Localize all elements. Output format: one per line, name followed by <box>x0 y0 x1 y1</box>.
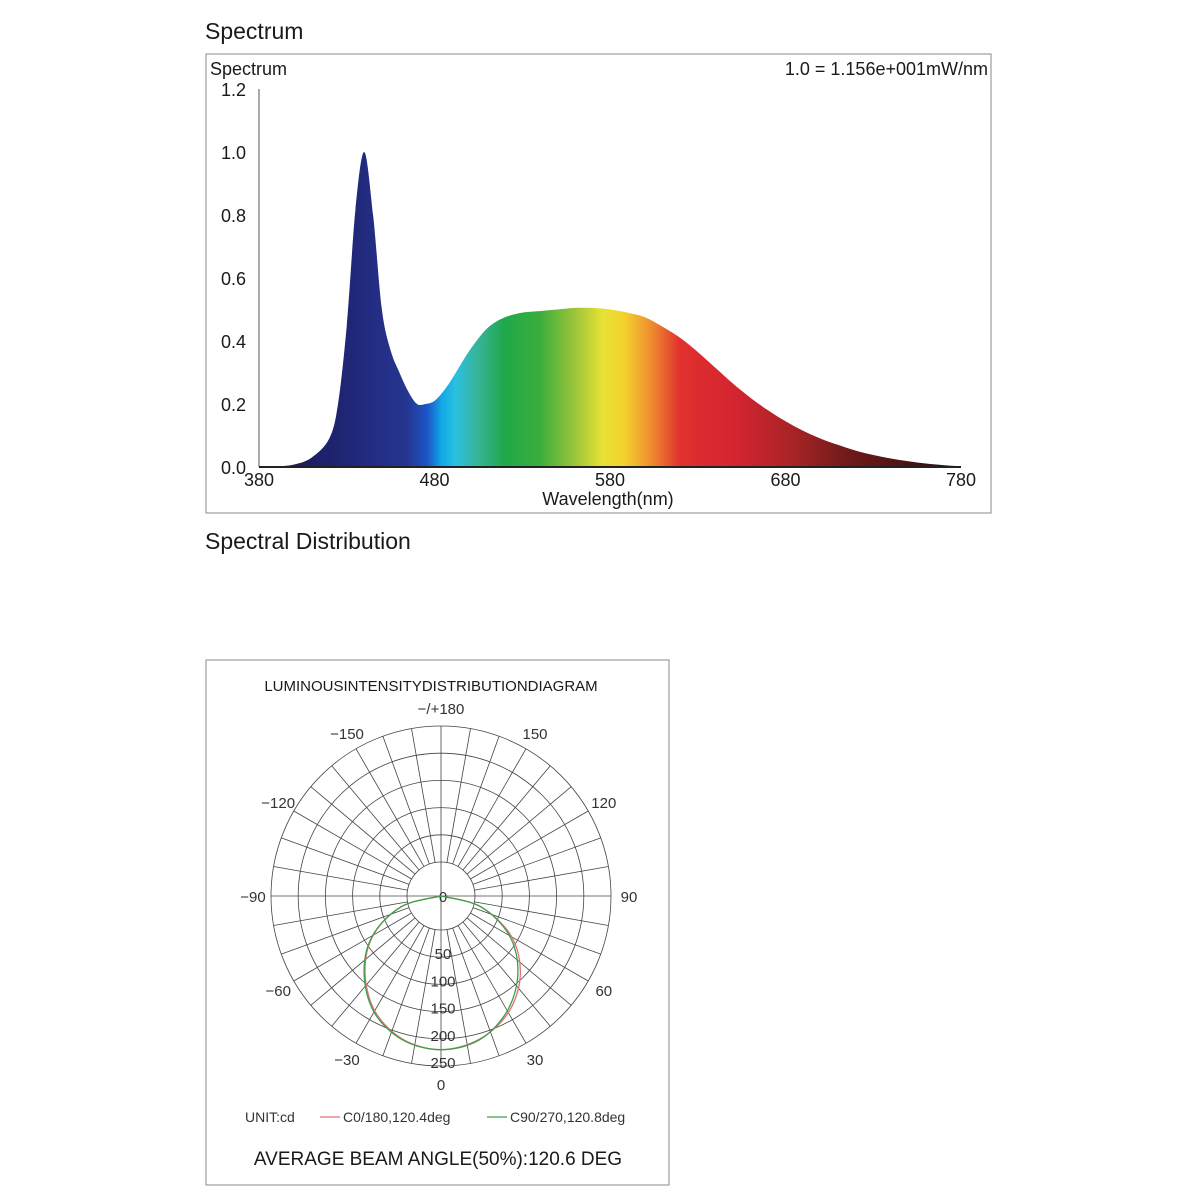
y-tick-label: 0.4 <box>221 332 246 352</box>
polar-grid-spoke <box>411 929 436 1064</box>
polar-grid-spoke <box>382 927 430 1056</box>
polar-grid-spoke <box>310 786 416 875</box>
spectrum-area <box>259 151 961 468</box>
average-beam-angle: AVERAGE BEAM ANGLE(50%):120.6 DEG <box>254 1149 622 1170</box>
polar-grid-spoke <box>474 866 609 891</box>
y-tick-label: 1.2 <box>221 80 246 100</box>
polar-angle-label: 90 <box>621 889 638 906</box>
polar-grid-spoke <box>474 901 609 926</box>
polar-angle-label: 30 <box>527 1052 544 1069</box>
x-tick-label: 380 <box>244 470 274 490</box>
polar-grid-spoke <box>472 907 601 955</box>
polar-frame <box>205 659 670 1186</box>
polar-grid-spoke <box>355 748 425 867</box>
polar-grid-spoke <box>457 748 527 867</box>
polar-grid-spoke <box>281 837 410 885</box>
polar-grid-spoke <box>411 728 436 863</box>
polar-grid-spoke <box>446 728 471 863</box>
x-tick-label: 680 <box>770 470 800 490</box>
spectrum-heading: Spectrum <box>205 18 304 44</box>
polar-grid-spoke <box>355 925 425 1044</box>
spectrum-chart: Spectrum 1.0 = 1.156e+001mW/nm 0.0 0.2 0.4… <box>205 53 992 514</box>
polar-grid-spoke <box>331 921 420 1027</box>
polar-angle-label: 150 <box>522 726 547 743</box>
unit-label: UNIT:cd <box>245 1109 295 1125</box>
polar-radial-label: 50 <box>435 946 452 963</box>
polar-angle-label: 120 <box>591 795 616 812</box>
polar-grid-spoke <box>452 736 500 865</box>
spectral-distribution-heading: Spectral Distribution <box>205 528 411 554</box>
polar-angle-label: −90 <box>240 889 265 906</box>
y-tick-label: 0.2 <box>221 395 246 415</box>
polar-angle-label: −150 <box>330 726 364 743</box>
polar-grid-spoke <box>457 925 527 1044</box>
polar-grid-spoke <box>466 917 572 1006</box>
polar-radial-label: 250 <box>430 1055 455 1072</box>
polar-grid-spoke <box>462 921 551 1027</box>
polar-angle-label: −60 <box>265 983 290 1000</box>
polar-grid-spoke <box>331 765 420 871</box>
polar-angle-label: 0 <box>437 1077 445 1094</box>
polar-series-c90-270 <box>363 895 519 1051</box>
polar-grid-spoke <box>293 810 412 880</box>
y-tick-label: 0.0 <box>221 458 246 478</box>
polar-angle-label: −/+180 <box>418 701 465 718</box>
polar-angle-label: 60 <box>595 983 612 1000</box>
polar-radial-label: 150 <box>430 1001 455 1018</box>
y-tick-label: 0.8 <box>221 206 246 226</box>
legend-label-c0: C0/180,120.4deg <box>343 1109 450 1125</box>
polar-radial-label: 200 <box>430 1028 455 1045</box>
polar-grid-spoke <box>281 907 410 955</box>
polar-grid-spoke <box>466 786 572 875</box>
polar-grid-spoke <box>310 917 416 1006</box>
polar-grid-spoke <box>293 912 412 982</box>
x-tick-label: 480 <box>419 470 449 490</box>
x-axis-label: Wavelength(nm) <box>542 489 673 509</box>
polar-grid-spoke <box>470 912 589 982</box>
polar-angle-label: −30 <box>334 1052 359 1069</box>
x-tick-label: 780 <box>946 470 976 490</box>
polar-grid-spoke <box>462 765 551 871</box>
polar-grid-spoke <box>452 927 500 1056</box>
y-tick-label: 1.0 <box>221 143 246 163</box>
polar-grid-spoke <box>446 929 471 1064</box>
spectrum-inner-title: Spectrum <box>210 59 287 79</box>
spectrum-frame <box>205 53 992 514</box>
x-tick-label: 580 <box>595 470 625 490</box>
polar-grid-spoke <box>472 837 601 885</box>
legend-label-c90: C90/270,120.8deg <box>510 1109 625 1125</box>
polar-title: LUMINOUSINTENSITYDISTRIBUTIONDIAGRAM <box>264 678 597 695</box>
polar-radial-label: 100 <box>430 973 455 990</box>
y-tick-label: 0.6 <box>221 269 246 289</box>
polar-radial-label: 0 <box>439 889 447 906</box>
polar-grid-spoke <box>470 810 589 880</box>
polar-angle-label: −120 <box>261 795 295 812</box>
spectrum-scale-note: 1.0 = 1.156e+001mW/nm <box>785 59 988 79</box>
polar-grid-spoke <box>382 736 430 865</box>
polar-grid-spoke <box>273 866 408 891</box>
polar-grid-spoke <box>273 901 408 926</box>
